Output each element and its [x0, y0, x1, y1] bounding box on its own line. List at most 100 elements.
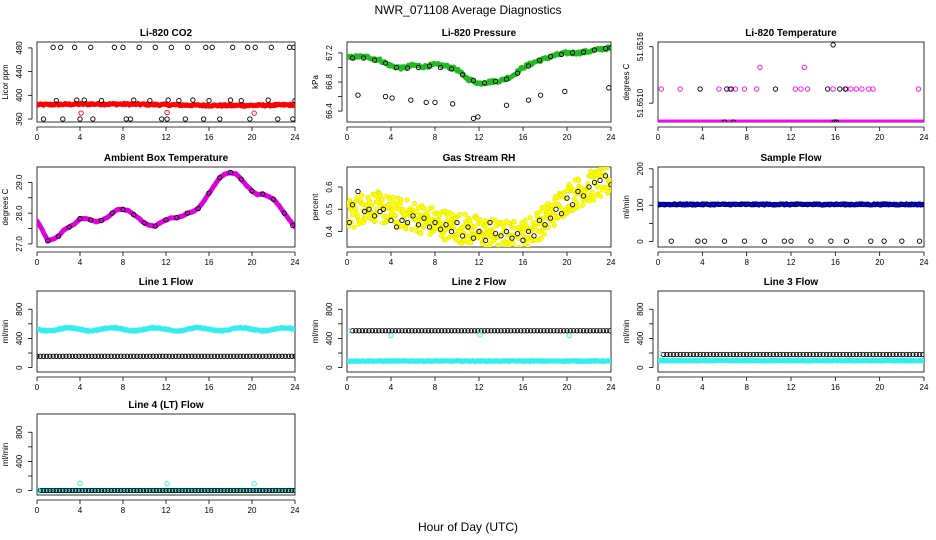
data-point — [404, 65, 411, 71]
data-point — [488, 328, 494, 334]
data-point — [247, 353, 253, 359]
data-point — [37, 487, 43, 494]
data-point — [804, 201, 811, 208]
series-overlay — [660, 351, 924, 358]
panel-title: Li-820 CO2 — [140, 28, 193, 39]
data-point — [73, 487, 79, 494]
data-point — [227, 169, 234, 176]
data-point — [562, 88, 568, 95]
y-tick-label: 400 — [15, 454, 24, 468]
data-point — [720, 351, 727, 358]
data-point — [587, 198, 593, 204]
data-point — [527, 215, 533, 221]
x-tick-label: 8 — [433, 383, 438, 392]
data-point — [557, 328, 564, 334]
data-point — [899, 238, 905, 244]
data-point — [169, 487, 176, 494]
data-point — [495, 328, 501, 334]
data-point — [516, 246, 518, 247]
data-point — [47, 487, 53, 494]
data-point — [470, 235, 477, 241]
x-tick-label: 20 — [875, 383, 884, 392]
data-point — [753, 86, 760, 92]
data-point — [53, 487, 59, 494]
series-overlay — [37, 487, 295, 494]
data-point — [830, 42, 836, 48]
x-tick-label: 24 — [291, 506, 300, 515]
data-point — [66, 487, 72, 494]
data-point — [432, 328, 438, 334]
data-point — [392, 213, 398, 219]
data-point — [408, 97, 414, 103]
data-point — [481, 80, 488, 86]
data-point — [788, 238, 794, 244]
data-point — [176, 487, 182, 494]
x-tick-label: 12 — [787, 258, 796, 267]
data-point — [521, 240, 527, 246]
series-primary — [347, 358, 611, 364]
data-point — [512, 225, 518, 231]
data-point — [373, 199, 379, 205]
data-point — [597, 177, 603, 183]
data-point — [584, 328, 590, 334]
data-point — [567, 328, 573, 334]
data-point — [503, 228, 510, 235]
data-point — [56, 353, 63, 359]
data-point — [147, 487, 153, 494]
data-point — [747, 351, 753, 358]
x-tick-label: 8 — [121, 133, 126, 142]
data-point — [570, 328, 577, 334]
data-point — [558, 51, 565, 58]
data-point — [487, 219, 493, 226]
data-point — [124, 487, 130, 494]
data-point — [168, 44, 175, 50]
series-black-high — [830, 42, 836, 48]
y-tick-label: 400 — [15, 331, 24, 345]
x-tick-label: 4 — [389, 133, 394, 142]
data-point — [594, 328, 600, 334]
data-point — [546, 213, 552, 219]
data-point — [198, 353, 205, 359]
data-point — [425, 209, 431, 215]
data-point — [454, 219, 460, 226]
data-point — [608, 182, 611, 188]
data-point — [291, 44, 295, 50]
data-point — [163, 217, 169, 223]
data-point — [182, 353, 189, 359]
y-axis-label: ml/min — [1, 320, 10, 344]
data-point — [823, 351, 830, 358]
data-point — [782, 201, 789, 208]
data-point — [289, 353, 295, 359]
data-point — [833, 351, 840, 358]
data-point — [44, 487, 50, 494]
data-point — [37, 353, 43, 359]
data-point — [150, 353, 156, 359]
data-point — [699, 201, 705, 208]
data-point — [833, 119, 840, 122]
data-point — [150, 487, 156, 494]
data-point — [734, 351, 740, 358]
data-point — [521, 328, 527, 334]
data-point — [574, 204, 580, 210]
data-point — [76, 487, 82, 494]
series-outliers-low — [40, 116, 295, 122]
data-point — [544, 328, 550, 334]
data-point — [356, 328, 362, 334]
y-tick-label: 200 — [636, 162, 645, 176]
data-point — [721, 201, 728, 208]
data-point — [131, 97, 137, 103]
data-point — [249, 188, 255, 194]
data-point — [134, 353, 140, 359]
data-point — [176, 353, 182, 359]
data-point — [827, 201, 833, 208]
data-point — [40, 353, 47, 359]
x-tick-label: 8 — [121, 258, 126, 267]
data-point — [504, 328, 511, 334]
data-point — [227, 487, 234, 494]
data-point — [217, 116, 223, 122]
data-point — [899, 201, 905, 208]
data-point — [580, 49, 587, 55]
x-tick-label: 24 — [920, 258, 929, 267]
data-point — [750, 351, 756, 358]
data-point — [237, 487, 243, 494]
